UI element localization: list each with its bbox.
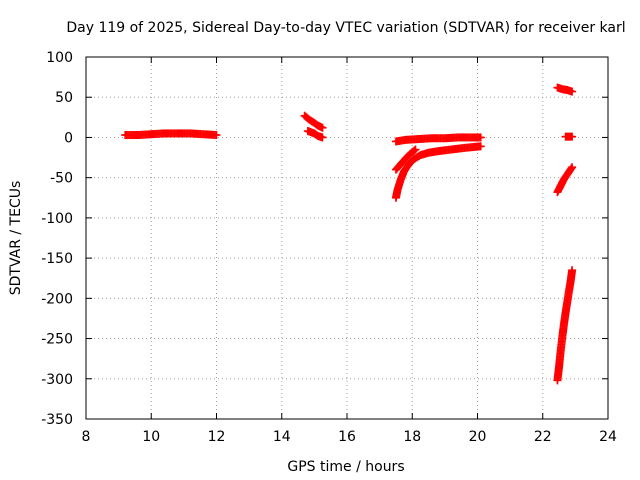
x-tick-label: 12 (208, 429, 226, 445)
y-tick-label: 0 (64, 130, 73, 146)
data-point (318, 123, 327, 132)
y-tick-label: -100 (41, 211, 73, 227)
y-tick-label: -350 (41, 412, 73, 428)
x-tick-label: 20 (469, 429, 487, 445)
data-point (567, 164, 576, 173)
y-tick-label: -250 (41, 332, 73, 348)
data-point (568, 87, 577, 96)
x-axis-label: GPS time / hours (287, 459, 404, 475)
data-point (212, 131, 221, 140)
y-tick-label: -200 (41, 291, 73, 307)
x-axis: 8 10 12 14 16 18 20 22 24 (82, 57, 617, 445)
x-tick-label: 18 (403, 429, 421, 445)
data-point (411, 145, 420, 154)
y-tick-label: -150 (41, 251, 73, 267)
data-point (410, 146, 419, 155)
y-tick-label: 50 (55, 90, 73, 106)
chart-title: Day 119 of 2025, Sidereal Day-to-day VTE… (66, 20, 625, 36)
data-point (568, 163, 577, 172)
x-tick-label: 10 (142, 429, 160, 445)
y-axis-label: SDTVAR / TECUs (8, 181, 24, 296)
x-tick-label: 14 (273, 429, 291, 445)
x-tick-label: 16 (338, 429, 356, 445)
data-point (568, 132, 577, 141)
x-tick-label: 8 (82, 429, 91, 445)
y-tick-label: -300 (41, 372, 73, 388)
data-point (476, 133, 485, 142)
data-point (568, 266, 577, 275)
data-point (318, 133, 327, 142)
y-tick-label: -50 (50, 171, 73, 187)
y-tick-label: 100 (46, 50, 73, 66)
data-point (476, 142, 485, 151)
x-tick-label: 22 (534, 429, 552, 445)
data-marks (121, 83, 577, 385)
y-axis: 100 50 0 -50 -100 -150 -200 -250 -300 -350 (41, 50, 608, 428)
x-tick-label: 24 (599, 429, 617, 445)
grid-layer (86, 57, 608, 419)
